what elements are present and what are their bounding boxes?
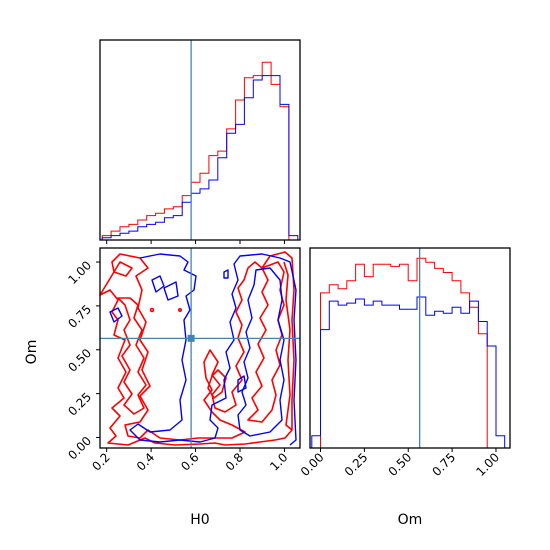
om-x-ticks: 0.00 0.25 0.50 0.75 1.00 [298, 448, 502, 479]
om-y-tick-label-2: 0.50 [65, 346, 94, 375]
joint-panel: 0.2 0.4 0.6 0.8 1.0 0.000.250.500.751.00 H0 … [24, 247, 301, 528]
blue-contour-small-4 [223, 269, 229, 279]
blue-contour-outer [129, 253, 297, 446]
om-x-tick-label-1: 0.25 [342, 450, 371, 479]
joint-bg [100, 248, 300, 448]
h0-histograms [101, 61, 299, 241]
h0-marginal-bg [100, 40, 300, 240]
h0-marginal-ticks [106, 240, 285, 244]
h0-tick-label-4: 1.0 [267, 450, 290, 473]
om-marginal-axis-label: Om [398, 512, 423, 528]
blue-contour-left-loop [109, 307, 123, 323]
blue-contour-small-3 [237, 375, 247, 393]
om-y-tick-label-1: 0.25 [65, 390, 94, 419]
h0-tick-label-0: 0.2 [89, 450, 112, 473]
om-x-tick-label-2: 0.50 [386, 450, 415, 479]
om-histograms [311, 257, 506, 449]
om-y-tick-label-0: 0.00 [65, 434, 94, 463]
om-y-tick-label-4: 1.00 [65, 258, 94, 287]
om-axis-label: Om [24, 340, 40, 365]
om-marginal-bg [310, 248, 510, 448]
joint-y-ticks: 0.00 0.25 0.50 0.75 1.00 [65, 258, 100, 462]
red-contour-dot-2 [178, 307, 183, 312]
om-marginal-frame [309, 247, 511, 449]
blue-contour-small-2 [163, 281, 179, 301]
joint-x-ticks: 0.2 0.4 0.6 0.8 1.0 [89, 448, 291, 474]
joint-truth-marker [187, 334, 195, 342]
red-contour-inner-right [247, 261, 285, 423]
h0-axis-label: H0 [190, 512, 209, 528]
red-contour-right-edge [283, 261, 293, 431]
h0-marginal-frame [99, 39, 301, 241]
blue-contour-inner-right [237, 267, 285, 437]
h0-tick-label-2: 0.6 [178, 450, 201, 473]
om-x-tick-label-0: 0.00 [298, 450, 327, 479]
h0-histogram-blue [101, 75, 299, 240]
red-contour-outer [99, 251, 295, 446]
om-y-tick-label-3: 0.75 [65, 302, 94, 331]
red-contour-dot [149, 307, 155, 313]
om-x-tick-label-3: 0.75 [429, 450, 458, 479]
h0-tick-label-3: 0.8 [223, 450, 246, 473]
om-histogram-blue [311, 296, 506, 448]
contours [99, 251, 297, 446]
red-contour-blob [207, 369, 227, 399]
h0-tick-label-1: 0.4 [134, 450, 157, 473]
h0-histogram-red [101, 61, 298, 241]
blue-contour-small-1 [151, 275, 165, 293]
om-histogram-red [311, 257, 505, 449]
h0-marginal-panel [99, 39, 301, 244]
joint-frame [99, 247, 301, 449]
red-contour-inner-left [117, 297, 147, 415]
om-marginal-panel: 0.00 0.25 0.50 0.75 1.00 Om [298, 247, 511, 528]
om-x-tick-label-4: 1.00 [473, 450, 502, 479]
